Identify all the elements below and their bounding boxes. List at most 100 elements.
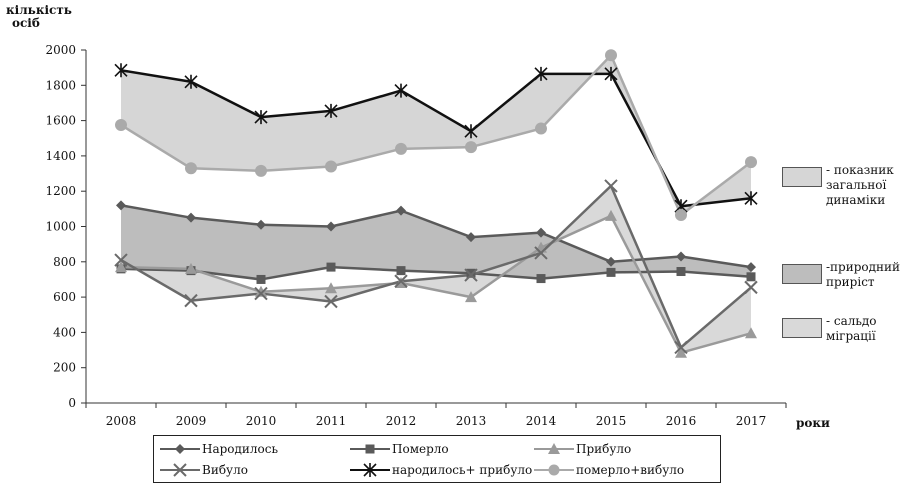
x-tick-label: 2012 (386, 414, 417, 428)
x-tick-label: 2016 (666, 414, 697, 428)
point-народилось (536, 227, 546, 238)
x-tick-label: 2009 (176, 414, 207, 428)
legend-label-departed: Вибуло (202, 463, 248, 477)
x-tick-label: 2014 (526, 414, 557, 428)
legend-label-born: Народилось (202, 442, 279, 456)
point-вибуло (604, 179, 618, 193)
legend-text-line: - сальдо (826, 314, 877, 328)
point-народилось (186, 212, 196, 223)
point-прибуло (605, 209, 617, 221)
point-народилось-прибуло (744, 191, 758, 206)
point-народилось-прибуло (324, 103, 338, 118)
point-померло-вибуло (675, 209, 687, 222)
legend-text-line: динаміки (826, 193, 886, 207)
point-померло-вибуло (395, 142, 407, 155)
point-померло-вибуло (255, 164, 267, 177)
y-tick-label: 1400 (45, 149, 76, 163)
point-вибуло (674, 340, 688, 355)
area-swatch-natural-increase (782, 264, 822, 284)
point-народилось (676, 251, 686, 262)
point-померло (256, 274, 266, 284)
legend-text-line: -природний (826, 260, 901, 274)
legend-area-migration-balance-text: - сальдо міграції (826, 314, 902, 344)
point-прибуло (185, 262, 197, 274)
y-axis-title-line-1: кількість (6, 3, 72, 17)
point-померло (396, 266, 406, 276)
y-tick-label: 2000 (45, 43, 76, 57)
point-померло (606, 267, 616, 277)
legend-label-died-plus-departed: померло+вибуло (576, 463, 685, 477)
series-line-народилось-прибуло (120, 69, 752, 208)
areas-layer (121, 55, 751, 353)
point-народилось-прибуло (464, 124, 478, 139)
point-вибуло (464, 268, 478, 282)
x-axis-title: роки (796, 416, 830, 430)
point-вибуло (114, 253, 128, 267)
y-tick-label: 1800 (45, 78, 76, 92)
point-померло-вибуло (535, 122, 547, 135)
point-народилось (116, 200, 126, 211)
point-народилось-прибуло (534, 66, 548, 81)
legend-label-born-plus-arrived: народилось+ прибуло (392, 463, 533, 477)
series-legend: Народилось Померло Прибуло Вибуло народи… (153, 435, 721, 483)
legend-key-circle-icon (534, 464, 574, 476)
point-народилось (326, 221, 336, 232)
x-tick-label: 2008 (106, 414, 137, 428)
legend-text-line: - показник (826, 163, 894, 177)
legend-label-arrived: Прибуло (576, 442, 632, 456)
point-померло-вибуло (325, 160, 337, 173)
x-tick-label: 2011 (316, 414, 347, 428)
y-tick-label: 400 (53, 325, 76, 339)
legend-key-star-icon (350, 463, 390, 477)
axes-layer (81, 49, 787, 408)
y-tick-label: 600 (53, 290, 76, 304)
point-померло-вибуло (465, 141, 477, 154)
legend-key-diamond-icon (160, 444, 200, 454)
area-swatch-total-dynamics (782, 167, 822, 187)
point-померло-вибуло (605, 49, 617, 62)
area-fill-1 (121, 205, 751, 280)
y-tick-label: 1600 (45, 114, 76, 128)
point-народилось (466, 232, 476, 243)
point-народилось-прибуло (254, 110, 268, 125)
series-line-прибуло (120, 214, 752, 354)
point-прибуло (255, 285, 267, 297)
legend-label-died: Померло (392, 442, 449, 456)
series-line-вибуло (120, 184, 752, 349)
y-tick-label: 1200 (45, 184, 76, 198)
point-народилось-прибуло (114, 63, 128, 78)
point-померло (326, 262, 336, 272)
legend-text-line: міграції (826, 329, 876, 343)
y-tick-label: 0 (68, 396, 76, 410)
point-народилось (746, 262, 756, 273)
point-померло (536, 274, 546, 284)
x-tick-label: 2010 (246, 414, 277, 428)
point-прибуло (675, 346, 687, 358)
point-прибуло (325, 282, 337, 294)
point-народилось-прибуло (184, 74, 198, 89)
legend-area-natural-increase-text: -природний приріст (826, 260, 902, 290)
legend-text-line: приріст (826, 275, 875, 289)
markers-layer (114, 49, 758, 358)
x-tick-label: 2017 (736, 414, 767, 428)
point-вибуло (184, 293, 198, 308)
x-tick-label: 2015 (596, 414, 627, 428)
point-народилось-прибуло (604, 66, 618, 81)
point-вибуло (744, 280, 758, 295)
point-прибуло (465, 291, 477, 303)
point-померло-вибуло (185, 162, 197, 175)
point-померло (746, 272, 756, 282)
point-прибуло (115, 261, 127, 273)
point-народилось-прибуло (394, 83, 408, 98)
legend-key-square-icon (350, 444, 390, 454)
y-tick-label: 800 (53, 255, 76, 269)
point-померло-вибуло (745, 156, 757, 169)
legend-key-triangle-icon (534, 443, 574, 454)
legend-key-x-icon (160, 463, 200, 477)
series-line-народилось (120, 204, 752, 269)
area-fill-0 (121, 55, 751, 216)
point-народилось (396, 205, 406, 216)
legend-text-line: загальної (826, 178, 887, 192)
y-tick-label: 1000 (45, 220, 76, 234)
